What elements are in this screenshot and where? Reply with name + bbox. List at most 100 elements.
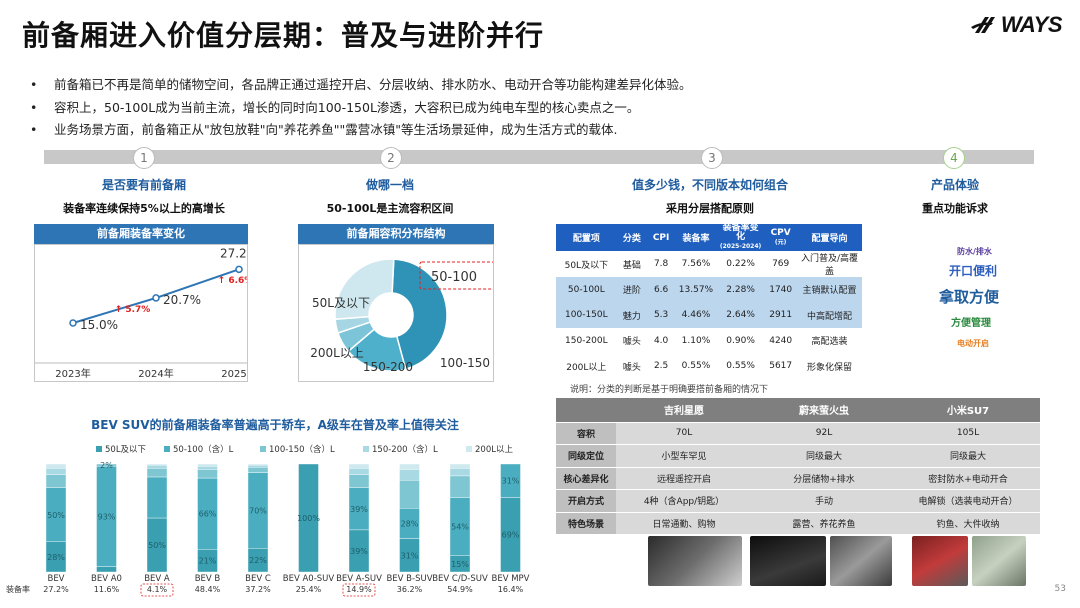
car-trunk-photo: [830, 536, 892, 586]
step-4-heading: 产品体验: [930, 178, 979, 192]
bar-rate-label: 54.9%: [447, 585, 473, 594]
comparison-table-cell: 密封防水+电动开合: [896, 467, 1040, 490]
config-table-row: 50-100L 进阶 6.6 13.57% 2.28% 1740 主销默认配置: [556, 277, 862, 303]
config-header-main: CPV: [770, 227, 791, 238]
comparison-table-cell: 电解锁（选装电动开合）: [896, 489, 1040, 513]
comparison-row-label: 容积: [556, 422, 616, 445]
bev-chart-title: BEV SUV的前备厢装备率普遍高于轿车，A级车在普及率上值得关注: [91, 418, 459, 432]
config-table-cell: 13.57%: [675, 277, 717, 303]
config-table-cell: 50-100L: [556, 277, 617, 303]
line-point: [69, 319, 77, 327]
comparison-table-cell: 分层储物+排水: [752, 467, 896, 490]
bullet-marker: •: [30, 77, 38, 92]
bar-segment: [96, 566, 117, 573]
bullet-text: 业务场景方面，前备箱正从"放包放鞋"向"养花养鱼""露营冰镇"等生活场景延伸，成…: [54, 122, 618, 137]
config-table-cell: 魅力: [616, 302, 648, 328]
comparison-table-cell: 手动: [752, 489, 896, 513]
page-number: 53: [1054, 584, 1066, 594]
word-cloud-term: 开口便利: [949, 264, 998, 278]
bar-category-label: BEV A0: [91, 574, 122, 584]
bar-rate-label: 37.2%: [245, 585, 271, 594]
config-table-cell: 4.46%: [675, 302, 717, 328]
config-table-cell: 入门普及/高覆盖: [800, 254, 858, 277]
donut-chart-title: 前备厢容积分布结构: [298, 224, 494, 244]
bar-segment-label: 15%: [451, 560, 469, 569]
bar-segment-label: 54%: [451, 523, 469, 532]
bar-category-label: BEV A-SUV: [336, 574, 382, 584]
comparison-row-label: 核心差异化: [556, 467, 616, 490]
car-trunk-photo: [750, 536, 826, 586]
comparison-row-label: 特色场景: [556, 512, 616, 535]
line-point: [235, 265, 243, 274]
bar-segment-label: 70%: [249, 506, 267, 515]
bullet-text: 容积上，50-100L成为当前主流，增长的同时向100-150L渗透，大容积已成…: [54, 99, 640, 115]
bar-segment-label: 39%: [350, 547, 368, 556]
bar-segment: [197, 463, 218, 467]
bar-rate-label: 25.4%: [296, 585, 322, 594]
bar-segment: [247, 463, 269, 466]
config-table-cell: 4.0: [653, 335, 669, 346]
bullet-marker: •: [30, 122, 38, 137]
bullet-text: 前备箱已不再是简单的储物空间，各品牌正通过遥控开启、分层收纳、排水防水、电动开合…: [54, 77, 692, 92]
legend-label: 200L以上: [475, 445, 513, 455]
comparison-table-header: 吉利星愿 蔚来萤火虫 小米SU7: [556, 398, 1040, 423]
word-cloud-term: 方便管理: [951, 318, 991, 329]
bar-segment: [348, 468, 370, 475]
donut-chart-frame: 50-100 100-150 150-200 200L以上 50L及以下: [298, 244, 495, 382]
bar-category-label: BEV: [47, 574, 64, 584]
bar-rate-label: 36.2%: [397, 585, 423, 594]
config-table-cell: 100-150L: [556, 302, 617, 328]
bar-category-label: BEV A: [144, 574, 170, 584]
comparison-table-cell: 同级最大: [752, 444, 896, 468]
config-table-row: 200L以上 噱头 2.5 0.55% 0.55% 5617 形象化保留: [556, 354, 862, 380]
config-header-sub: (元): [774, 238, 787, 246]
bar-segment: [197, 465, 218, 470]
comparison-row-label: 同级定位: [556, 444, 616, 468]
config-table-cell: 1740: [764, 277, 797, 303]
bar-rate-label: 14.9%: [346, 585, 372, 594]
legend-swatch: [466, 446, 472, 452]
comparison-table-cell: 远程遥控开启: [616, 467, 752, 490]
comparison-table-cell: 同级最大: [896, 444, 1040, 468]
donut-category-label: 100-150: [440, 356, 490, 370]
config-table-cell: 主销默认配置: [796, 277, 862, 303]
bar-segment-label: 100%: [297, 514, 320, 523]
legend-swatch: [363, 446, 369, 452]
comparison-table-row: 开启方式 4种（含App/钥匙） 手动 电解锁（选装电动开合）: [556, 489, 1040, 513]
line-chart: 15.0% 2023年 20.7% 2024年 27.2% 2025年 ↑ 5.7% ↑ 6.…: [35, 246, 258, 380]
bar-segment-label: 22%: [249, 556, 267, 565]
comparison-table-cell: 4种（含App/钥匙）: [616, 489, 752, 513]
config-header-cell: CPV (元): [764, 224, 797, 251]
config-table-cell: 4240: [769, 335, 793, 346]
line-value-label: 27.2%: [220, 246, 247, 260]
bar-segment: [247, 467, 269, 473]
comparison-table-row: 容积 70L 92L 105L: [556, 422, 1040, 445]
config-table-row: 150-200L 噱头 4.0 1.10% 0.90% 4240 高配选装: [556, 328, 862, 354]
step-2-subheading: 50-100L是主流容积区间: [326, 202, 454, 215]
line-x-tick-label: 2024年: [138, 367, 173, 380]
config-table-cell: 0.90%: [726, 335, 755, 346]
config-table-cell: 0.55%: [681, 361, 711, 372]
step-2-circle: 2: [380, 147, 402, 169]
legend-swatch: [164, 446, 170, 452]
growth-annotation: ↑ 6.6%: [218, 276, 247, 286]
bullet-list: • 前备箱已不再是简单的储物空间，各品牌正通过遥控开启、分层收纳、排水防水、电动开…: [30, 74, 1060, 142]
config-header-sub: (2025-2024): [719, 243, 762, 250]
word-cloud-term: 拿取方便: [939, 288, 1000, 306]
car-trunk-photo: [648, 536, 742, 586]
comparison-table-cell: 露营、养花养鱼: [752, 512, 896, 535]
config-table-cell: 2911: [764, 302, 797, 328]
config-table-cell: 中高配增配: [796, 302, 862, 328]
bar-segment: [449, 463, 471, 469]
config-table-cell: 2.5: [653, 361, 669, 372]
bar-segment: [399, 469, 420, 481]
bar-category-label: BEV C: [245, 574, 271, 584]
logo-text: WAYS: [1000, 12, 1063, 37]
comparison-table-cell: 92L: [752, 422, 896, 445]
step-1-circle: 1: [133, 147, 155, 169]
word-cloud-term: 防水/排水: [957, 247, 992, 256]
bullet-item: • 前备箱已不再是简单的储物空间，各品牌正通过遥控开启、分层收纳、排水防水、电动开…: [30, 74, 1060, 97]
step-3-circle: 3: [701, 147, 723, 169]
config-table-cell: 噱头: [622, 337, 641, 348]
line-x-tick-label: 2023年: [55, 367, 90, 380]
